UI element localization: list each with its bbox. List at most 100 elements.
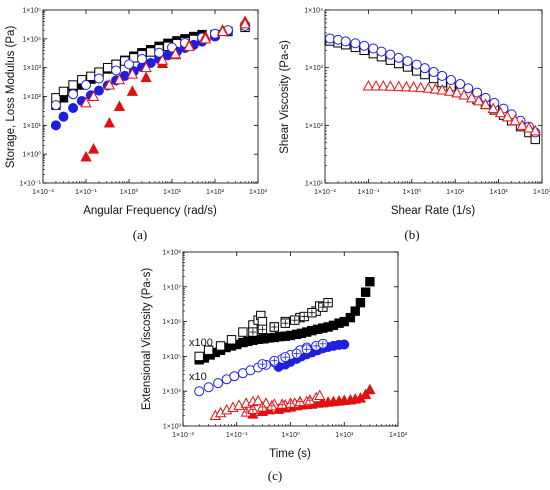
data-point-b-s1-circle	[445, 75, 456, 86]
panel-label-a: (a)	[133, 227, 147, 242]
x-tick-label: 1×10⁻¹	[75, 189, 97, 196]
data-point-b-s1-circle	[393, 52, 404, 63]
y-tick-label: 1×10⁴	[22, 36, 41, 43]
data-point-b-s2-triangle	[479, 98, 492, 109]
x-tick-label: 1×10³	[249, 189, 268, 196]
x-axis-label-a: Angular Frequency (rad/s)	[83, 205, 217, 217]
data-point-b-s1-circle	[340, 36, 351, 47]
data-point-b-s2-triangle	[451, 86, 463, 98]
data-point-c-s4-circle	[203, 382, 214, 393]
data-point-a-s2-circle	[68, 102, 79, 113]
panel-label-c: (c)	[268, 468, 282, 483]
x-tick-label: 1×10⁻¹	[226, 432, 248, 439]
data-point-b-s1-circle	[428, 67, 439, 78]
data-point-c-s1-square	[203, 345, 214, 355]
marks-c	[194, 277, 376, 421]
data-point-b-s2-triangle	[458, 88, 470, 100]
y-tick-label: 1×10⁴	[304, 8, 323, 15]
x-tick-label: 1×10⁰	[281, 431, 300, 439]
x-tick-label: 1×10⁰	[403, 188, 422, 196]
y-tick-label: 1×10⁻¹	[19, 181, 41, 188]
data-point-a-s4-triangle	[113, 100, 126, 111]
data-point-b-s2-triangle	[509, 114, 521, 126]
data-point-a-s4-triangle	[80, 150, 92, 162]
data-point-a-s5-triangle	[80, 96, 92, 108]
data-point-a-s5-triangle	[103, 78, 116, 90]
data-point-a-s1-square	[58, 86, 69, 97]
panel-c: 1×10⁻² 1×10⁻¹ 1×10⁰ 1×10¹ 1×10² 1×10³ 1×10⁴ 1×1…	[141, 250, 408, 484]
x-tick-label: 1×10⁻²	[314, 189, 336, 196]
data-point-c-s0-square	[365, 277, 375, 287]
data-point-a-s3-circle	[81, 80, 91, 91]
y-tick-label: 1×10⁷	[163, 284, 182, 291]
data-point-b-s1-circle	[437, 70, 448, 81]
x-tick-label: 1×10²	[490, 189, 509, 196]
data-point-b-s1-circle	[359, 40, 370, 51]
data-point-b-s1-circle	[411, 59, 422, 70]
y-tick-label: 1×10⁸	[162, 250, 181, 257]
data-point-c-s4-circle	[213, 378, 224, 389]
data-point-a-s1-square	[146, 47, 156, 57]
data-point-b-s2-triangle	[436, 83, 448, 95]
x-tick-label: 1×10³	[533, 189, 550, 196]
data-point-b-s2-triangle	[370, 79, 382, 91]
data-point-a-s1-square	[68, 80, 78, 90]
data-point-a-s3-circle	[136, 53, 147, 64]
data-point-c-s4-circle	[229, 371, 240, 382]
data-point-c-s1-square	[194, 351, 204, 362]
data-point-a-s5-triangle	[126, 68, 139, 79]
data-point-b-s2-triangle	[377, 79, 389, 91]
y-tick-label: 1×10⁰	[22, 151, 41, 159]
x-tick-label: 1×10²	[389, 432, 408, 439]
y-axis-label-a: Storage, Loss Modulus (Pa)	[5, 26, 17, 169]
data-point-b-s1-circle	[472, 87, 483, 98]
data-point-b-s2-triangle	[523, 121, 535, 133]
x-tick-label: 1×10⁻²	[172, 432, 194, 439]
y-tick-label: 1×10¹	[305, 181, 324, 188]
data-point-b-s2-triangle	[393, 80, 405, 92]
data-point-b-s2-triangle	[516, 119, 528, 130]
y-axis-label-c: Extensional Viscosity (Pa-s)	[141, 268, 153, 410]
data-point-b-s1-circle	[324, 33, 335, 44]
y-tick-label: 1×10³	[23, 65, 42, 72]
data-point-b-s1-circle	[402, 56, 413, 67]
x-tick-label: 1×10¹	[163, 189, 182, 196]
data-point-a-s5-triangle	[169, 47, 182, 59]
tick-group-c: 1×10⁻² 1×10⁻¹ 1×10⁰ 1×10¹ 1×10² 1×10³ 1×10⁴ 1×1…	[162, 250, 407, 440]
data-point-a-s2-circle	[58, 111, 69, 122]
data-point-a-s4-triangle	[126, 85, 139, 96]
data-point-a-s4-triangle	[103, 116, 116, 128]
data-point-b-s2-triangle	[473, 94, 485, 106]
y-tick-label: 1×10²	[23, 94, 42, 101]
data-point-c-s1-square	[257, 316, 268, 327]
data-point-a-s3-circle	[93, 73, 104, 84]
y-axis-label-b: Shear Viscosity (Pa-s)	[279, 40, 291, 154]
x-tick-label: 1×10¹	[335, 432, 354, 439]
data-point-a-s5-triangle	[183, 40, 195, 51]
marks-a	[50, 15, 251, 162]
tick-group-b: 1×10⁻² 1×10⁻¹ 1×10⁰ 1×10¹ 1×10² 1×10³ 1×10¹ 1×1…	[304, 8, 550, 197]
data-point-b-s1-circle	[463, 83, 474, 94]
data-point-b-s2-triangle	[529, 124, 541, 136]
x-tick-label: 1×10²	[206, 189, 225, 196]
data-point-c-s6-triangle	[364, 383, 376, 395]
data-point-b-s2-triangle	[466, 91, 478, 103]
data-point-a-s3-circle	[50, 100, 61, 111]
panel-a: 1×10⁻² 1×10⁻¹ 1×10⁰ 1×10¹ 1×10² 1×10³1×10⁻¹1×…	[5, 8, 268, 243]
data-point-b-s2-triangle	[362, 79, 375, 91]
data-point-c-s1-square	[226, 335, 237, 345]
data-point-b-s2-triangle	[501, 110, 514, 122]
data-point-c-s0-square	[345, 312, 356, 323]
data-point-a-s4-triangle	[140, 71, 152, 83]
data-point-b-s1-circle	[376, 46, 387, 57]
x-tick-label: 1×10¹	[446, 189, 465, 196]
y-tick-label: 1×10¹	[23, 123, 42, 130]
data-point-b-s2-triangle	[494, 106, 507, 118]
data-point-b-s2-triangle	[407, 81, 420, 92]
data-point-a-s3-circle	[68, 89, 79, 100]
data-point-b-s2-triangle	[487, 102, 499, 114]
data-point-c-s7-triangle	[314, 389, 326, 401]
plot-frame-b	[324, 9, 543, 184]
panel-b: 1×10⁻² 1×10⁻¹ 1×10⁰ 1×10¹ 1×10² 1×10³ 1×10¹ 1×1…	[279, 8, 550, 243]
